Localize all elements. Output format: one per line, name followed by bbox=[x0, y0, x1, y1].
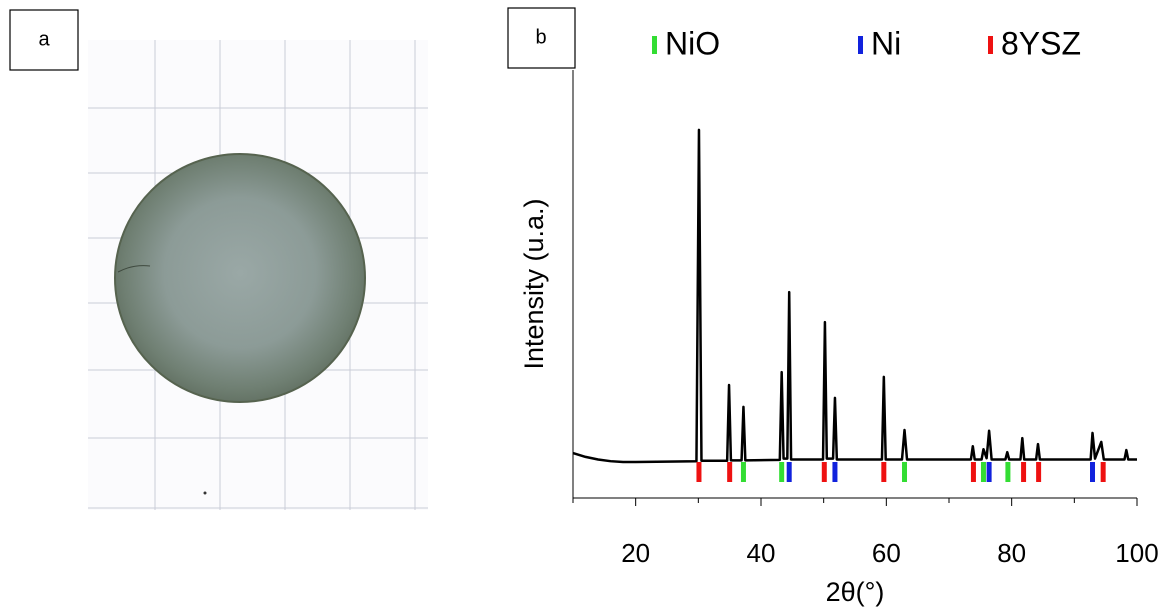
reference-marker bbox=[1100, 462, 1106, 482]
reference-marker bbox=[1036, 462, 1042, 482]
reference-marker bbox=[1090, 462, 1096, 482]
x-tick-label: 40 bbox=[747, 538, 776, 568]
legend-label: 8YSZ bbox=[1001, 25, 1081, 61]
x-tick-label: 60 bbox=[872, 538, 901, 568]
reference-marker bbox=[821, 462, 827, 482]
legend-swatch bbox=[858, 36, 863, 54]
reference-marker bbox=[786, 462, 792, 482]
x-tick-label: 20 bbox=[621, 538, 650, 568]
panel-label-b: b bbox=[507, 7, 576, 69]
reference-marker bbox=[696, 462, 702, 482]
panel-label-a: a bbox=[9, 9, 79, 71]
panel-label: a bbox=[38, 28, 50, 50]
xrd-chart: 20 40 60 80 100 2θ(°) Intensity (u.a.) NiO Ni 8YS… bbox=[519, 25, 1159, 607]
panel-label: b bbox=[535, 26, 546, 48]
reference-marker bbox=[1005, 462, 1011, 482]
reference-marker bbox=[832, 462, 838, 482]
legend-swatch bbox=[988, 36, 993, 54]
x-tick-label: 100 bbox=[1115, 538, 1158, 568]
reference-marker bbox=[986, 462, 992, 482]
reference-marker bbox=[970, 462, 976, 482]
y-axis-label: Intensity (u.a.) bbox=[519, 198, 549, 369]
reference-marker bbox=[881, 462, 887, 482]
x-axis-label: 2θ(°) bbox=[826, 577, 885, 607]
data-line bbox=[572, 128, 1137, 464]
reference-marker bbox=[779, 462, 785, 482]
photo bbox=[88, 40, 428, 510]
x-tick-label: 80 bbox=[997, 538, 1026, 568]
reference-marker bbox=[980, 462, 986, 482]
reference-marker bbox=[902, 462, 908, 482]
reference-marker bbox=[740, 462, 746, 482]
legend-label: Ni bbox=[871, 25, 901, 61]
legend-label: NiO bbox=[665, 25, 720, 61]
reference-marker bbox=[1021, 462, 1027, 482]
legend-swatch bbox=[652, 36, 657, 54]
reference-marker bbox=[727, 462, 733, 482]
